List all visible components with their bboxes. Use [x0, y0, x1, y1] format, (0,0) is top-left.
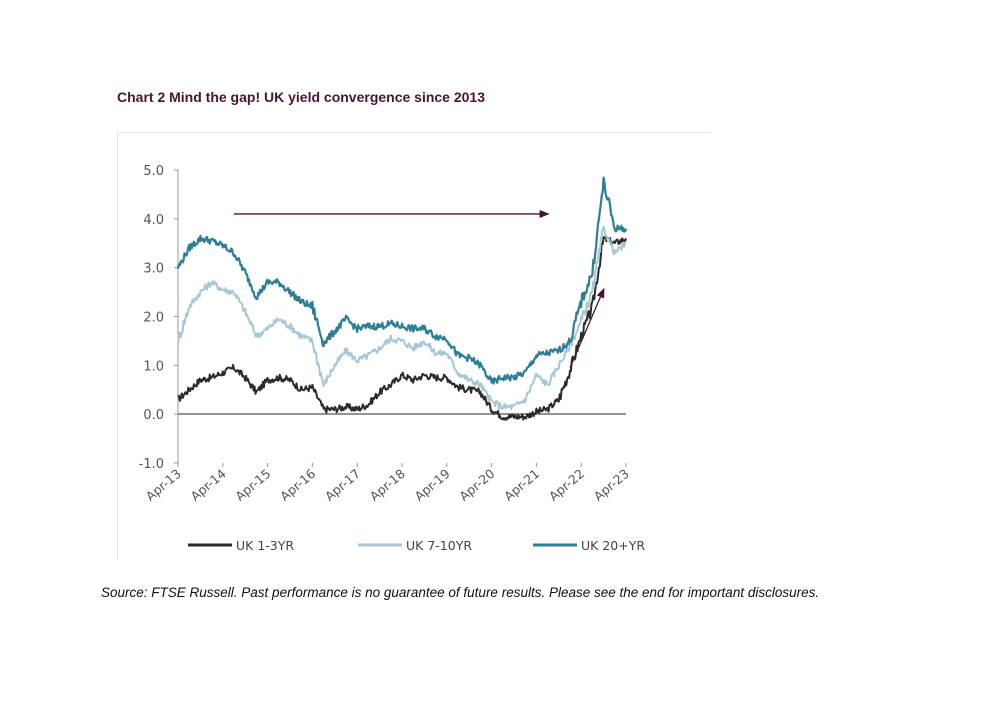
- x-tick-label: Apr-20: [456, 466, 497, 504]
- chart-panel: 5.0 4.0 3.0 2.0 1.0 0.0 -1.0 Apr-13 Apr-14 Apr-1…: [117, 132, 710, 560]
- rising-trend-arrow: [569, 287, 605, 369]
- legend-label: UK 20+YR: [581, 538, 645, 553]
- legend-label: UK 7-10YR: [406, 538, 472, 553]
- y-tick-label: 1.0: [143, 359, 164, 374]
- y-tick-label: 3.0: [143, 262, 164, 277]
- x-tick-label: Apr-14: [187, 466, 228, 504]
- series-line-uk-7-10yr: [177, 225, 627, 411]
- x-tick-label: Apr-15: [232, 466, 273, 504]
- x-tick-label: Apr-22: [546, 466, 587, 504]
- x-tick-label: Apr-19: [411, 466, 452, 504]
- y-tick-label: 0.0: [143, 408, 164, 423]
- line-chart: 5.04.03.02.01.00.0-1.0 Apr-13 Apr-14 Apr-1…: [139, 164, 646, 553]
- y-tick-label: 4.0: [143, 213, 164, 228]
- x-tick-label: Apr-18: [367, 466, 408, 504]
- x-tick-label: Apr-21: [501, 466, 542, 504]
- y-tick-label: 2.0: [143, 311, 164, 326]
- series-line-uk-20-yr: [176, 176, 628, 385]
- x-tick-label: Apr-23: [591, 466, 632, 504]
- series-line-uk-1-3yr: [177, 235, 627, 421]
- chart-title: Chart 2 Mind the gap! UK yield convergen…: [117, 89, 485, 105]
- y-tick-label: 5.0: [143, 164, 164, 179]
- y-tick-label: -1.0: [139, 457, 164, 472]
- x-tick-label: Apr-17: [322, 466, 363, 504]
- source-note: Source: FTSE Russell. Past performance i…: [101, 585, 820, 600]
- legend-label: UK 1-3YR: [236, 538, 294, 553]
- x-tick-label: Apr-16: [277, 466, 318, 504]
